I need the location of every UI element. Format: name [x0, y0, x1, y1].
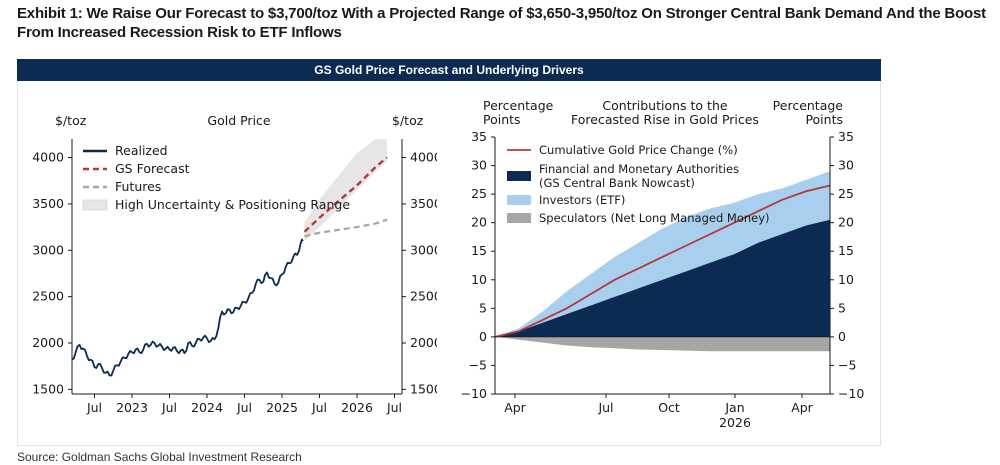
right-y-tick-label-right: 20 — [838, 215, 854, 230]
realized-line — [71, 238, 304, 377]
right-ylabel-right: Percentage — [773, 98, 844, 113]
legend-label: GS Forecast — [115, 161, 190, 176]
left-plot-area: 1500 1500 2000 2000 2500 2500 3000 3000 3500 3500… — [32, 139, 437, 415]
right-chart-title: Contributions to the — [602, 98, 727, 113]
legend-label: (GS Central Bank Nowcast) — [539, 176, 695, 190]
left-y-tick-label: 2000 — [32, 335, 64, 350]
right-y-tick-label-right: 15 — [838, 243, 854, 258]
right-y-tick-label: 0 — [479, 329, 487, 344]
right-plot-area: −10 −10 −5 −5 0 0 5 5 10 10 15 15 20 20 25 25 30 30 35 35 Ap… — [461, 129, 865, 430]
left-y-tick-label-right: 1500 — [410, 381, 437, 396]
investors-etf-area — [495, 171, 830, 337]
right-y-tick-label: 10 — [471, 272, 487, 287]
right-y-tick-label-right: 35 — [838, 129, 854, 144]
left-legend: Realized GS Forecast Futures High Uncertain… — [82, 143, 350, 212]
right-ylabel-left-line2: Points — [483, 112, 521, 127]
gold-price-chart: $/toz $/toz Gold Price 1500 1500 2000 2000 2… — [32, 113, 437, 415]
legend-swatch-box — [507, 213, 531, 223]
right-y-tick-label-right: −10 — [838, 386, 864, 401]
left-x-tick-label: Jul — [386, 400, 402, 415]
speculators-area — [495, 336, 830, 352]
right-x-tick-label: Jan — [724, 400, 744, 415]
right-y-tick-label: 30 — [471, 158, 487, 173]
legend-label: Speculators (Net Long Managed Money) — [539, 211, 770, 225]
left-x-tick-label: Jul — [311, 400, 327, 415]
right-y-tick-label-right: −5 — [838, 357, 856, 372]
left-x-tick-label: Jul — [161, 400, 177, 415]
right-y-tick-label: 20 — [471, 215, 487, 230]
exhibit-title: Exhibit 1: We Raise Our Forecast to $3,7… — [17, 5, 986, 41]
right-y-tick-label-right: 5 — [838, 300, 846, 315]
right-y-tick-label: 15 — [471, 243, 487, 258]
right-y-tick-label: 35 — [471, 129, 487, 144]
left-ylabel-right: $/toz — [392, 113, 424, 128]
right-y-tick-label-right: 25 — [838, 186, 854, 201]
left-x-tick-label: 2023 — [116, 400, 148, 415]
left-y-tick-label-right: 3500 — [410, 196, 437, 211]
left-x-tick-label: Jul — [86, 400, 102, 415]
legend-label: Investors (ETF) — [539, 193, 625, 207]
left-y-tick-label: 4000 — [32, 150, 64, 165]
legend-label: High Uncertainty & Positioning Range — [115, 197, 350, 212]
right-y-tick-label: 25 — [471, 186, 487, 201]
legend-label: Cumulative Gold Price Change (%) — [539, 143, 738, 157]
left-y-tick-label-right: 4000 — [410, 150, 437, 165]
central-bank-area — [495, 219, 830, 337]
right-x-tick-label: Oct — [658, 400, 680, 415]
right-x-tick-label: Apr — [504, 400, 526, 415]
right-chart-title-line2: Forecasted Rise in Gold Prices — [571, 112, 759, 127]
futures-line — [304, 218, 388, 238]
right-x-tick-label: Jul — [597, 400, 613, 415]
left-y-tick-label-right: 3000 — [410, 242, 437, 257]
right-y-tick-label: −5 — [469, 357, 487, 372]
right-ylabel-left: Percentage — [483, 98, 554, 113]
left-x-tick-label: 2025 — [266, 400, 298, 415]
legend-label: Futures — [115, 179, 161, 194]
legend-label: Financial and Monetary Authorities — [539, 162, 739, 176]
right-x-tick-label-year: 2026 — [719, 415, 751, 430]
right-y-tick-label-right: 0 — [838, 329, 846, 344]
left-y-tick-label: 2500 — [32, 289, 64, 304]
uncertainty-band — [304, 139, 387, 241]
left-x-tick-label: 2026 — [341, 400, 373, 415]
right-legend: Cumulative Gold Price Change (%) Financia… — [507, 143, 770, 225]
left-chart-title: Gold Price — [207, 113, 271, 128]
legend-label: Realized — [115, 143, 168, 158]
left-x-tick-label: Jul — [236, 400, 252, 415]
right-y-tick-label-right: 10 — [838, 272, 854, 287]
panel-title: GS Gold Price Forecast and Underlying Dr… — [17, 59, 881, 81]
source-note: Source: Goldman Sachs Global Investment … — [17, 450, 302, 464]
chart-panel: GS Gold Price Forecast and Underlying Dr… — [17, 59, 881, 446]
cumulative-change-line — [494, 184, 831, 338]
left-y-tick-label: 3000 — [32, 242, 64, 257]
left-y-tick-label-right: 2500 — [410, 289, 437, 304]
right-x-tick-label: Apr — [791, 400, 813, 415]
legend-swatch-box — [507, 171, 531, 181]
right-y-tick-label-right: 30 — [838, 158, 854, 173]
right-ylabel-right-line2: Points — [805, 112, 843, 127]
right-y-tick-label: −10 — [461, 386, 487, 401]
left-x-tick-label: 2024 — [191, 400, 223, 415]
legend-swatch-box — [507, 195, 531, 205]
contributions-chart: Percentage Points Percentage Points Cont… — [461, 98, 865, 430]
left-y-tick-label: 3500 — [32, 196, 64, 211]
legend-swatch-band — [82, 199, 108, 211]
right-y-tick-label: 5 — [479, 300, 487, 315]
left-y-tick-label-right: 2000 — [410, 335, 437, 350]
left-y-tick-label: 1500 — [32, 381, 64, 396]
left-ylabel-left: $/toz — [55, 113, 87, 128]
